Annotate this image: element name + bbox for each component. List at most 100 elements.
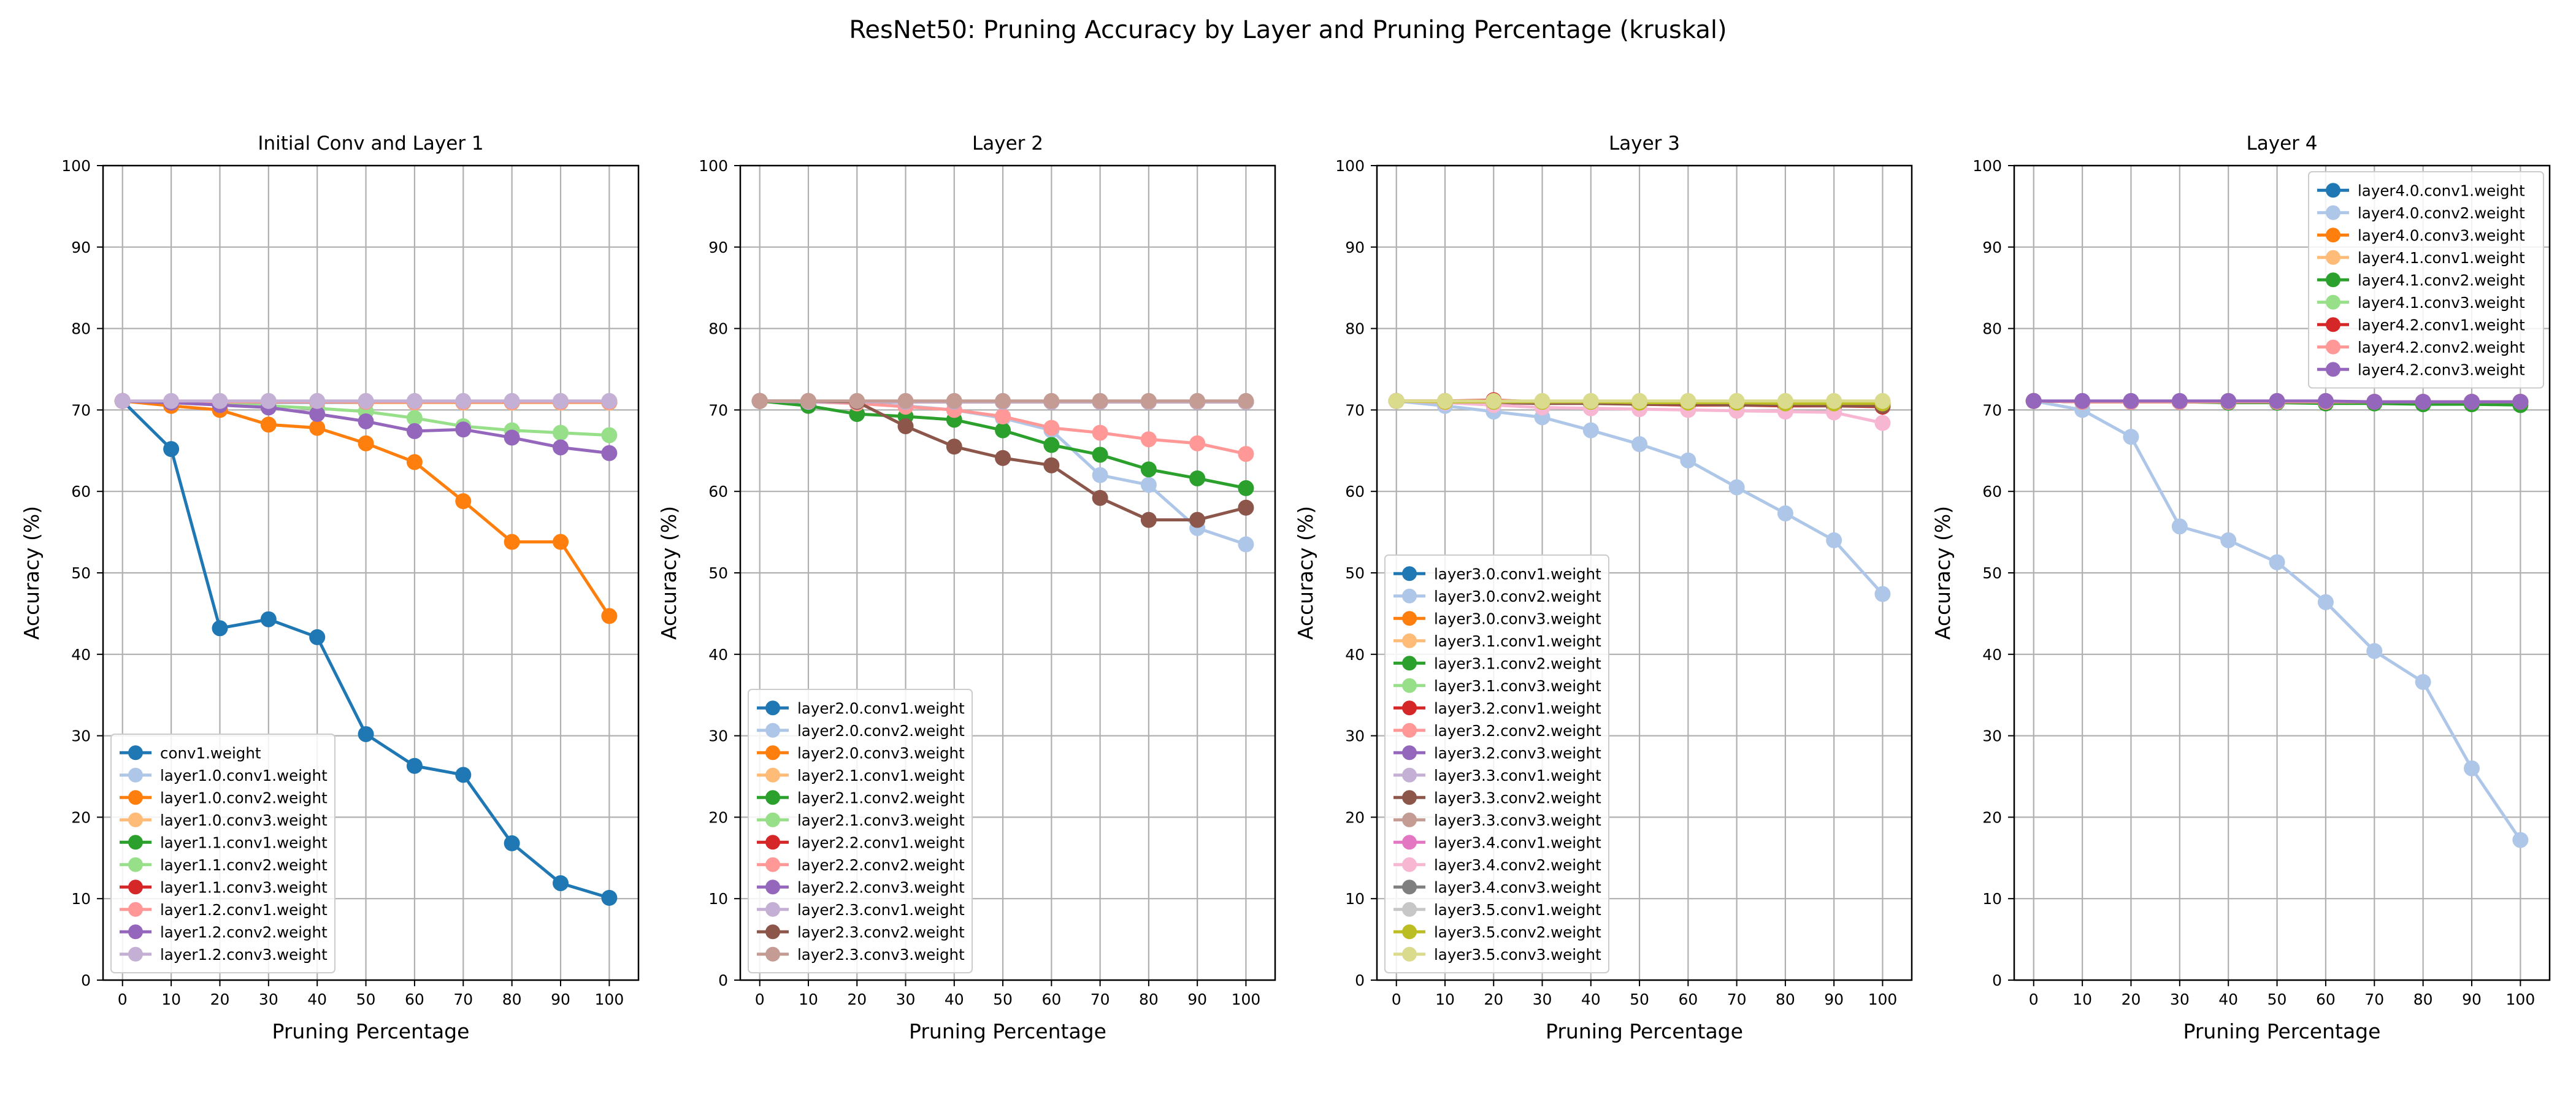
legend-marker [128, 857, 143, 872]
data-point [406, 393, 423, 409]
data-point [2366, 643, 2383, 659]
legend-label: layer4.0.conv3.weight [2358, 226, 2525, 244]
data-point [309, 406, 326, 423]
legend-marker [128, 790, 143, 805]
data-point [1238, 393, 1254, 409]
data-point [1680, 393, 1696, 409]
legend-entry: layer1.2.conv2.weight [120, 923, 328, 941]
y-axis-label: Accuracy (%) [20, 506, 44, 640]
legend-entry: layer3.5.conv1.weight [1393, 901, 1601, 919]
y-tick-label: 80 [708, 320, 728, 338]
legend-label: layer3.3.conv2.weight [1434, 789, 1601, 807]
legend-label: layer2.3.conv1.weight [797, 901, 965, 919]
y-tick-label: 40 [1345, 646, 1365, 664]
legend-entry: layer4.1.conv2.weight [2317, 271, 2525, 289]
x-tick-label: 40 [307, 991, 327, 1008]
data-point [1189, 470, 1206, 486]
legend-marker [2326, 294, 2340, 310]
x-tick-label: 20 [2122, 991, 2141, 1008]
legend-entry: layer1.0.conv2.weight [120, 789, 328, 807]
data-point [1631, 436, 1648, 453]
legend-entry: layer1.0.conv1.weight [120, 767, 328, 784]
x-tick-label: 0 [1392, 991, 1401, 1008]
data-point [1140, 461, 1157, 478]
legend-label: layer1.2.conv1.weight [160, 901, 328, 919]
legend-label: layer2.1.conv2.weight [797, 789, 965, 807]
legend-marker [1402, 946, 1417, 962]
y-tick-label: 10 [71, 890, 91, 908]
data-point [260, 416, 277, 433]
x-tick-label: 10 [2072, 991, 2092, 1008]
y-tick-label: 80 [71, 320, 91, 338]
data-point [1140, 512, 1157, 528]
legend-marker [765, 880, 780, 895]
data-point [553, 439, 569, 456]
legend-label: layer4.0.conv1.weight [2358, 182, 2525, 199]
x-tick-label: 60 [1678, 991, 1698, 1008]
data-point [995, 408, 1011, 425]
legend-label: layer4.1.conv1.weight [2358, 249, 2525, 267]
legend-entry: layer3.1.conv1.weight [1393, 632, 1601, 650]
y-tick-label: 60 [708, 483, 728, 500]
x-tick-label: 100 [1868, 991, 1898, 1008]
data-point [309, 393, 326, 409]
legend-entry: layer4.2.conv2.weight [2317, 339, 2525, 356]
x-axis-label: Pruning Percentage [272, 1019, 470, 1043]
legend-label: layer3.1.conv2.weight [1434, 654, 1601, 672]
legend-entry: layer4.2.conv3.weight [2317, 361, 2525, 378]
legend-marker [128, 880, 143, 895]
data-point [1728, 479, 1745, 496]
x-tick-label: 20 [847, 991, 867, 1008]
x-tick-label: 70 [2364, 991, 2384, 1008]
legend-entry: layer3.2.conv2.weight [1393, 722, 1601, 740]
legend-label: layer1.1.conv3.weight [160, 878, 328, 896]
legend-marker [1402, 745, 1417, 761]
legend-label: layer4.2.conv1.weight [2358, 316, 2525, 334]
legend-entry: layer2.0.conv3.weight [757, 744, 965, 762]
legend-marker [128, 812, 143, 827]
legend: conv1.weight layer1.0.conv1.weight layer1.… [110, 734, 335, 973]
chart-title: Layer 3 [1609, 132, 1680, 155]
legend-marker [765, 700, 780, 716]
legend-entry: layer3.3.conv2.weight [1393, 789, 1601, 807]
y-tick-label: 100 [1972, 157, 2002, 175]
legend: layer2.0.conv1.weight layer2.0.conv2.weig… [748, 689, 973, 973]
data-point [212, 393, 228, 409]
legend-entry: layer3.5.conv3.weight [1393, 946, 1601, 964]
legend-marker [1402, 633, 1417, 648]
data-point [995, 393, 1011, 409]
legend-marker [128, 902, 143, 917]
data-point [455, 493, 472, 510]
y-tick-label: 30 [1345, 727, 1365, 745]
x-tick-label: 50 [993, 991, 1013, 1008]
data-point [553, 424, 569, 441]
y-tick-label: 60 [1982, 483, 2002, 500]
legend-label: layer1.0.conv1.weight [160, 767, 328, 784]
y-tick-label: 90 [71, 239, 91, 256]
series-layer3.5.conv3.weight [1388, 393, 1891, 409]
legend-entry: layer3.0.conv1.weight [1393, 565, 1601, 583]
data-point [1043, 420, 1060, 436]
data-point [455, 767, 472, 783]
data-point [946, 439, 962, 455]
legend-marker [1402, 767, 1417, 783]
legend-marker [1402, 588, 1417, 604]
chart-panel-3: 0 10 20 30 40 50 60 70 80 90 100 0 10 20 30 40 50 60 70 80 9… [1294, 132, 1913, 1043]
legend-box [748, 689, 973, 973]
x-tick-label: 100 [1232, 991, 1261, 1008]
data-point [260, 393, 277, 409]
legend-label: layer2.2.conv1.weight [797, 834, 965, 851]
y-tick-label: 50 [1982, 564, 2002, 582]
series-layer4.0.conv2.weight [2025, 393, 2529, 848]
legend-label: layer3.1.conv1.weight [1434, 632, 1601, 650]
legend-label: layer3.1.conv3.weight [1434, 677, 1601, 695]
data-point [2317, 594, 2334, 610]
legend-entry: layer2.3.conv1.weight [757, 901, 965, 919]
x-tick-label: 90 [1824, 991, 1844, 1008]
y-tick-label: 0 [1992, 972, 2002, 989]
legend-marker [2326, 339, 2340, 355]
chart-panel-2: 0 10 20 30 40 50 60 70 80 90 100 0 10 20 30 40 50 60 70 80 9… [657, 132, 1276, 1043]
axes-frame [2013, 164, 2551, 981]
x-tick-label: 70 [453, 991, 473, 1008]
chart-panel-1: 0 10 20 30 40 50 60 70 80 90 100 0 10 20 30 40 50 60 70 80 9… [20, 132, 640, 1043]
